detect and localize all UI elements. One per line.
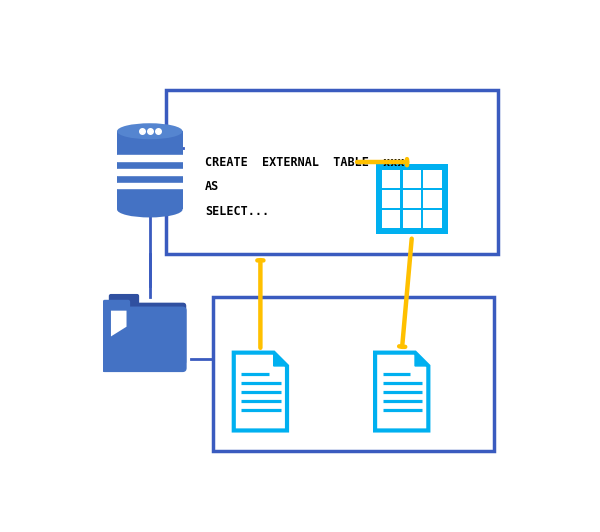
FancyBboxPatch shape (166, 90, 498, 254)
FancyBboxPatch shape (117, 131, 182, 210)
FancyBboxPatch shape (101, 306, 187, 372)
FancyBboxPatch shape (103, 300, 130, 314)
Text: AS: AS (205, 180, 220, 193)
FancyBboxPatch shape (382, 170, 400, 188)
Text: CREATE  EXTERNAL  TABLE  xxx: CREATE EXTERNAL TABLE xxx (205, 156, 404, 169)
FancyBboxPatch shape (424, 170, 442, 188)
FancyBboxPatch shape (376, 164, 448, 234)
FancyBboxPatch shape (403, 190, 421, 208)
FancyBboxPatch shape (109, 294, 139, 309)
Polygon shape (111, 311, 127, 336)
Polygon shape (234, 353, 287, 430)
FancyBboxPatch shape (403, 170, 421, 188)
FancyBboxPatch shape (403, 210, 421, 228)
FancyBboxPatch shape (424, 190, 442, 208)
Polygon shape (415, 353, 428, 366)
FancyBboxPatch shape (382, 190, 400, 208)
FancyBboxPatch shape (424, 210, 442, 228)
Text: SELECT...: SELECT... (205, 205, 269, 218)
Polygon shape (274, 353, 287, 366)
FancyBboxPatch shape (213, 297, 494, 451)
FancyBboxPatch shape (107, 303, 186, 365)
Ellipse shape (117, 202, 182, 218)
Ellipse shape (117, 123, 182, 139)
FancyBboxPatch shape (382, 210, 400, 228)
Polygon shape (375, 353, 428, 430)
